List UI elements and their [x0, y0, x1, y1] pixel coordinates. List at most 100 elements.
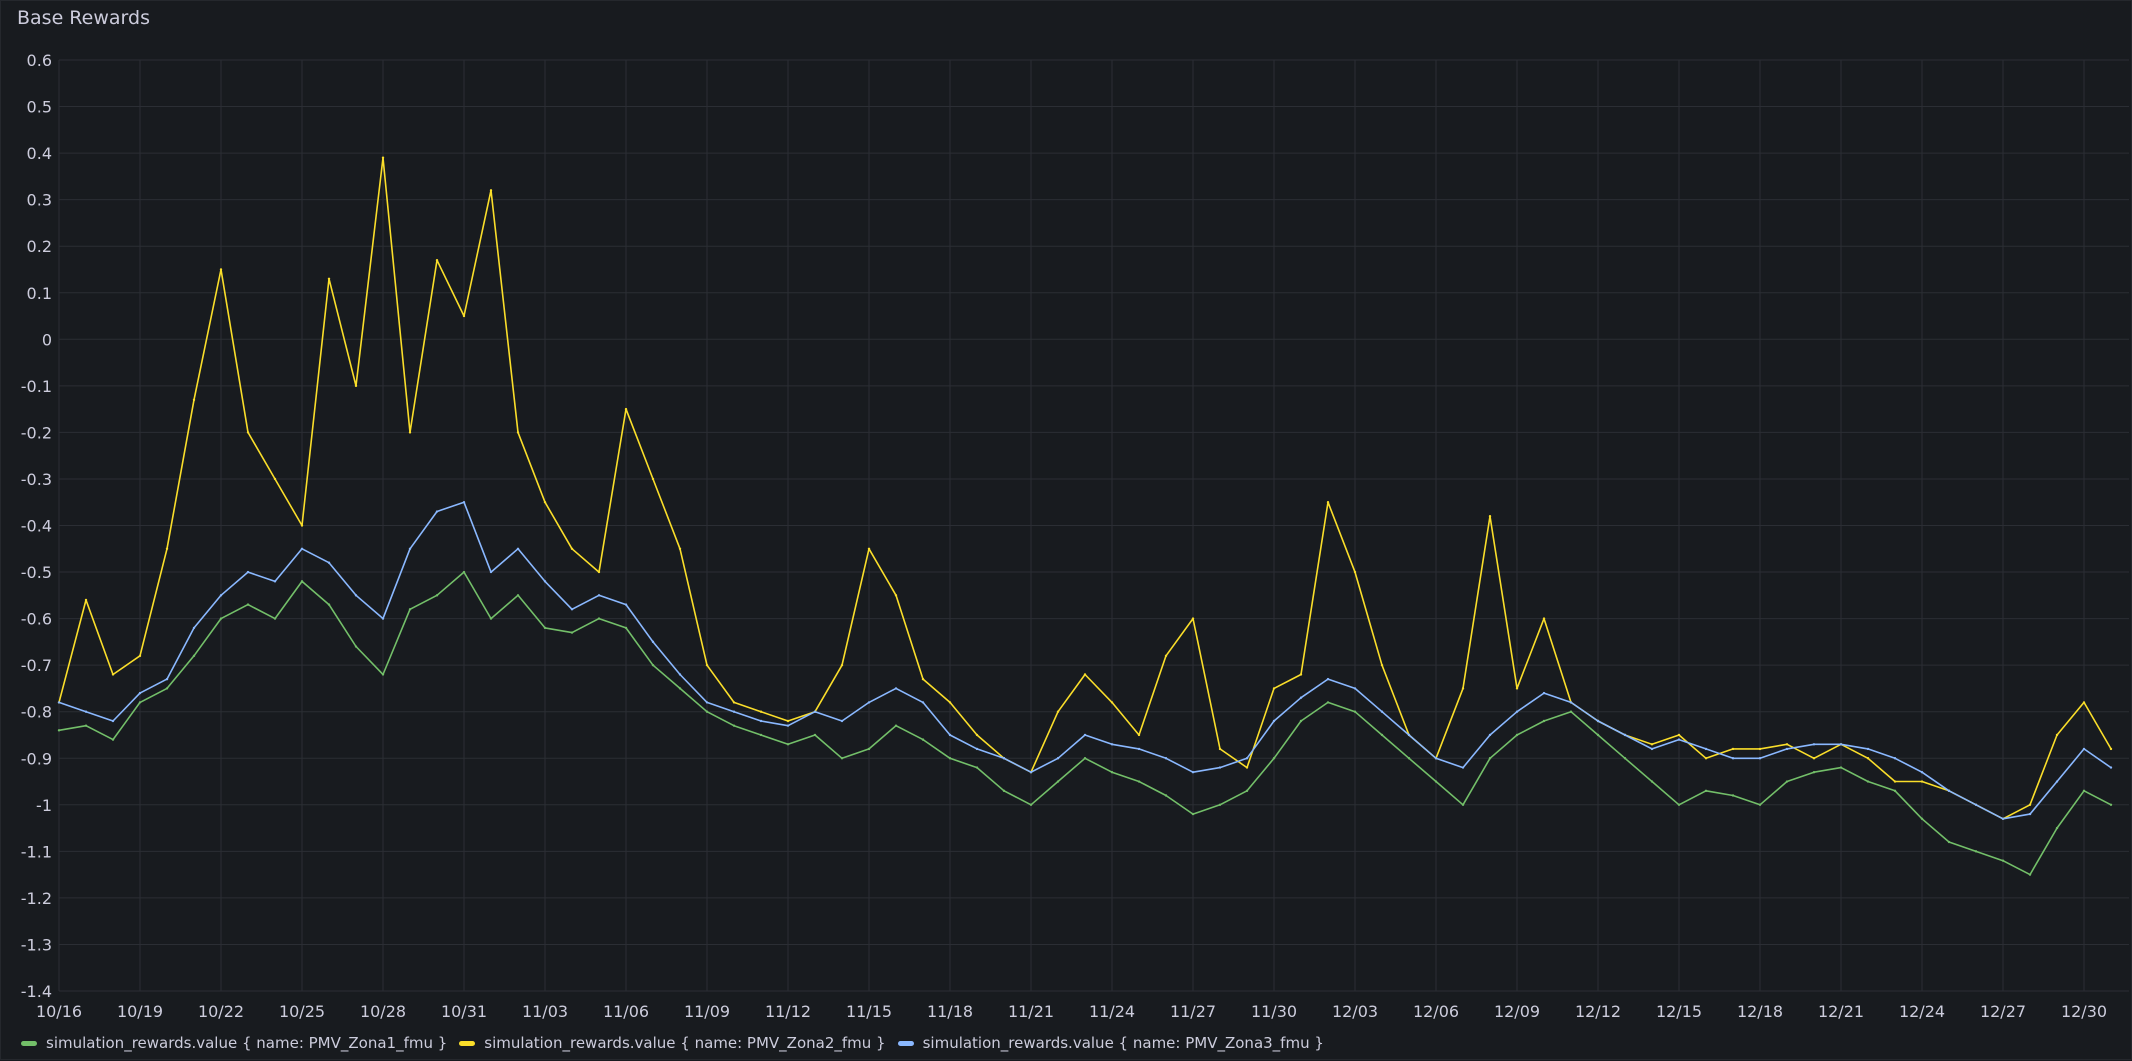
data-point-zona2[interactable]: [1137, 733, 1141, 737]
data-point-zona3[interactable]: [246, 570, 250, 574]
legend-item-zona3[interactable]: simulation_rewards.value { name: PMV_Zon…: [897, 1034, 1324, 1052]
data-point-zona3[interactable]: [2055, 780, 2059, 783]
data-point-zona1[interactable]: [1002, 789, 1006, 793]
data-point-zona3[interactable]: [408, 547, 412, 550]
data-point-zona1[interactable]: [1677, 803, 1681, 806]
data-point-zona3[interactable]: [1515, 710, 1519, 713]
data-point-zona3[interactable]: [1245, 757, 1249, 760]
data-point-zona1[interactable]: [300, 580, 304, 583]
data-point-zona3[interactable]: [1542, 691, 1546, 695]
data-point-zona3[interactable]: [1461, 766, 1465, 769]
data-point-zona1[interactable]: [651, 663, 655, 667]
legend-item-zona2[interactable]: simulation_rewards.value { name: PMV_Zon…: [459, 1034, 886, 1052]
data-point-zona3[interactable]: [921, 701, 925, 704]
data-point-zona1[interactable]: [597, 617, 601, 620]
data-point-zona2[interactable]: [192, 398, 196, 402]
data-point-zona1[interactable]: [1407, 757, 1411, 760]
data-point-zona1[interactable]: [165, 687, 169, 690]
data-point-zona3[interactable]: [84, 710, 88, 713]
data-point-zona1[interactable]: [1272, 757, 1276, 760]
data-point-zona3[interactable]: [1299, 696, 1303, 699]
data-point-zona3[interactable]: [1137, 747, 1141, 751]
data-point-zona3[interactable]: [786, 724, 790, 727]
data-point-zona2[interactable]: [138, 654, 142, 658]
data-point-zona2[interactable]: [732, 701, 736, 704]
data-point-zona1[interactable]: [1569, 710, 1573, 713]
data-point-zona1[interactable]: [327, 603, 331, 606]
data-point-zona2[interactable]: [516, 431, 520, 434]
data-point-zona2[interactable]: [489, 189, 493, 192]
data-point-zona2[interactable]: [462, 314, 466, 318]
data-point-zona3[interactable]: [2109, 766, 2113, 769]
data-point-zona1[interactable]: [1893, 789, 1897, 793]
data-point-zona2[interactable]: [381, 156, 385, 159]
data-point-zona1[interactable]: [1110, 771, 1114, 774]
data-point-zona1[interactable]: [1056, 780, 1060, 783]
data-point-zona2[interactable]: [570, 547, 574, 550]
data-point-zona2[interactable]: [867, 547, 871, 550]
data-point-zona2[interactable]: [435, 258, 439, 262]
data-point-zona3[interactable]: [1866, 747, 1870, 751]
data-point-zona1[interactable]: [1299, 719, 1303, 723]
data-point-zona3[interactable]: [1191, 771, 1195, 774]
data-point-zona1[interactable]: [1920, 817, 1924, 820]
data-point-zona1[interactable]: [1947, 840, 1951, 844]
data-point-zona1[interactable]: [192, 654, 196, 658]
data-point-zona3[interactable]: [1569, 701, 1573, 704]
data-point-zona1[interactable]: [1650, 780, 1654, 783]
data-point-zona2[interactable]: [921, 677, 925, 681]
data-point-zona3[interactable]: [1893, 757, 1897, 760]
data-point-zona3[interactable]: [1974, 803, 1978, 806]
data-point-zona2[interactable]: [1056, 710, 1060, 713]
data-point-zona1[interactable]: [948, 757, 952, 760]
data-point-zona3[interactable]: [543, 580, 547, 583]
plot-area[interactable]: [57, 156, 2113, 876]
data-point-zona2[interactable]: [1245, 766, 1249, 769]
data-point-zona3[interactable]: [948, 733, 952, 737]
data-point-zona3[interactable]: [219, 594, 223, 597]
data-point-zona3[interactable]: [597, 594, 601, 597]
data-point-zona1[interactable]: [867, 747, 871, 751]
data-point-zona1[interactable]: [84, 724, 88, 727]
data-point-zona1[interactable]: [1542, 719, 1546, 723]
data-point-zona3[interactable]: [813, 710, 817, 713]
data-point-zona1[interactable]: [1461, 803, 1465, 806]
data-point-zona2[interactable]: [1650, 743, 1654, 746]
data-point-zona2[interactable]: [840, 663, 844, 667]
data-point-zona3[interactable]: [1839, 743, 1843, 746]
data-point-zona3[interactable]: [381, 617, 385, 620]
data-point-zona3[interactable]: [759, 719, 763, 723]
data-point-zona2[interactable]: [1353, 570, 1357, 574]
data-point-zona1[interactable]: [1704, 789, 1708, 793]
data-point-zona3[interactable]: [840, 719, 844, 723]
data-point-zona1[interactable]: [1245, 789, 1249, 793]
data-point-zona3[interactable]: [1056, 757, 1060, 760]
data-point-zona2[interactable]: [597, 570, 601, 574]
data-point-zona2[interactable]: [219, 268, 223, 271]
data-point-zona2[interactable]: [273, 477, 277, 481]
data-point-zona1[interactable]: [435, 594, 439, 597]
data-point-zona2[interactable]: [624, 407, 628, 411]
data-point-zona1[interactable]: [786, 743, 790, 746]
data-point-zona3[interactable]: [1731, 757, 1735, 760]
data-point-zona2[interactable]: [759, 710, 763, 713]
data-point-zona3[interactable]: [1110, 743, 1114, 746]
data-point-zona3[interactable]: [894, 687, 898, 690]
data-point-zona1[interactable]: [624, 626, 628, 630]
data-point-zona3[interactable]: [1218, 766, 1222, 769]
data-point-zona1[interactable]: [1137, 780, 1141, 783]
data-point-zona1[interactable]: [975, 766, 979, 769]
data-point-zona1[interactable]: [1218, 803, 1222, 806]
data-point-zona1[interactable]: [354, 645, 358, 648]
legend-item-zona1[interactable]: simulation_rewards.value { name: PMV_Zon…: [21, 1034, 447, 1052]
data-point-zona3[interactable]: [1650, 747, 1654, 751]
data-point-zona1[interactable]: [489, 617, 493, 620]
data-point-zona3[interactable]: [489, 570, 493, 574]
data-point-zona2[interactable]: [1461, 687, 1465, 690]
data-point-zona3[interactable]: [867, 701, 871, 704]
data-point-zona3[interactable]: [300, 547, 304, 550]
data-point-zona2[interactable]: [1083, 673, 1087, 676]
data-point-zona3[interactable]: [1434, 757, 1438, 760]
data-point-zona3[interactable]: [1353, 687, 1357, 690]
data-point-zona3[interactable]: [624, 603, 628, 606]
